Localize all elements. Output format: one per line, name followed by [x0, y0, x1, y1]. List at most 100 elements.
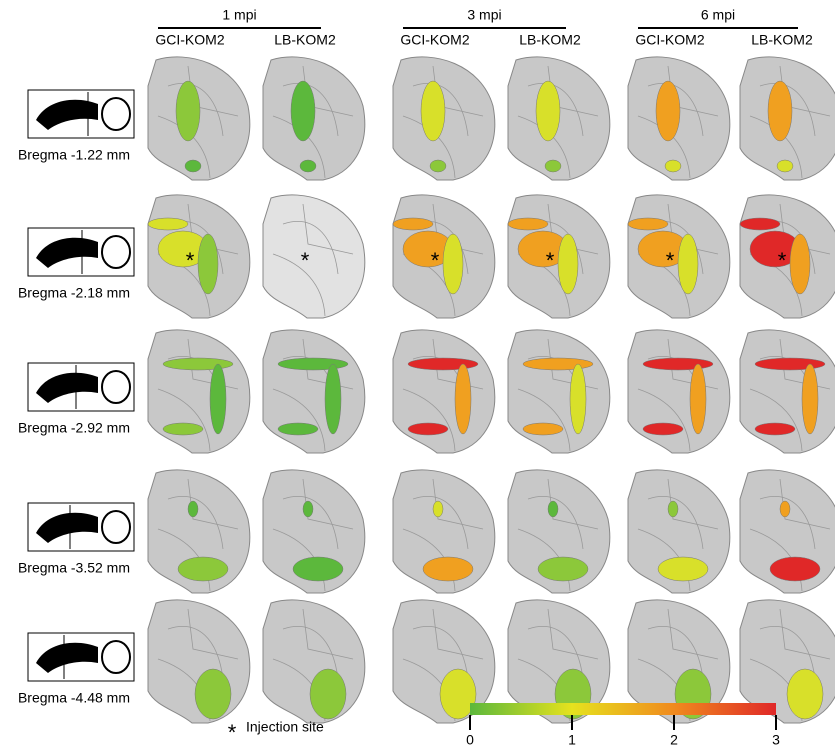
pathology-region	[523, 423, 563, 435]
pathology-region	[408, 358, 478, 370]
brain-section	[628, 470, 730, 593]
pathology-region	[455, 364, 471, 434]
pathology-region	[548, 501, 558, 517]
pathology-region	[291, 81, 315, 141]
group-label: GCI-KOM2	[635, 32, 704, 48]
section-outline	[148, 330, 250, 453]
pathology-region	[293, 557, 343, 581]
brain-section	[148, 600, 250, 723]
pathology-region	[278, 358, 348, 370]
brain-section	[508, 57, 610, 180]
sagittal-thumbnail	[28, 503, 134, 551]
pathology-region	[777, 160, 793, 172]
thumb-cerebellum	[102, 641, 130, 673]
pathology-region	[545, 160, 561, 172]
pathology-region	[185, 160, 201, 172]
pathology-region	[148, 218, 188, 230]
injection-marker: *	[666, 248, 675, 273]
colorbar-tick-label: 0	[466, 732, 474, 748]
sagittal-thumbnail	[28, 363, 134, 411]
pathology-region	[178, 557, 228, 581]
pathology-region	[656, 81, 680, 141]
pathology-region	[787, 669, 823, 719]
figure: 1 mpiGCI-KOM2LB-KOM23 mpiGCI-KOM2LB-KOM2…	[0, 0, 835, 750]
brain-section	[740, 470, 835, 593]
group-label: LB-KOM2	[274, 32, 336, 48]
thumb-cerebellum	[102, 371, 130, 403]
brain-section: *	[740, 195, 835, 318]
brain-section	[263, 470, 365, 593]
pathology-region	[508, 218, 548, 230]
brain-section	[393, 57, 495, 180]
colorbar	[470, 703, 776, 715]
pathology-region	[538, 557, 588, 581]
row-label: Bregma -4.48 mm	[18, 690, 130, 706]
pathology-region	[443, 234, 463, 294]
legend-marker: *	[228, 720, 237, 745]
sagittal-thumbnail	[28, 228, 134, 276]
pathology-region	[755, 358, 825, 370]
section-outline	[263, 195, 365, 318]
pathology-region	[421, 81, 445, 141]
pathology-region	[393, 218, 433, 230]
pathology-region	[195, 669, 231, 719]
pathology-region	[325, 364, 341, 434]
pathology-region	[628, 218, 668, 230]
brain-section: *	[263, 195, 365, 318]
pathology-region	[188, 501, 198, 517]
row-label: Bregma -1.22 mm	[18, 147, 130, 163]
pathology-region	[523, 358, 593, 370]
pathology-region	[163, 358, 233, 370]
section-outline	[263, 330, 365, 453]
brain-section	[628, 330, 730, 453]
brain-section	[508, 470, 610, 593]
sagittal-thumbnail	[28, 90, 134, 138]
pathology-region	[570, 364, 586, 434]
injection-marker: *	[186, 248, 195, 273]
row-label: Bregma -2.92 mm	[18, 420, 130, 436]
brain-section	[508, 330, 610, 453]
injection-marker: *	[301, 248, 310, 273]
brain-section	[148, 470, 250, 593]
group-label: LB-KOM2	[519, 32, 581, 48]
pathology-region	[643, 358, 713, 370]
pathology-region	[740, 218, 780, 230]
pathology-region	[423, 557, 473, 581]
brain-section	[263, 600, 365, 723]
injection-marker: *	[778, 248, 787, 273]
pathology-region	[408, 423, 448, 435]
legend-label: Injection site	[246, 719, 324, 735]
pathology-region	[643, 423, 683, 435]
time-label: 3 mpi	[467, 7, 501, 23]
brain-section: *	[508, 195, 610, 318]
injection-marker: *	[546, 248, 555, 273]
pathology-region	[678, 234, 698, 294]
colorbar-tick-label: 2	[670, 732, 678, 748]
row-label: Bregma -2.18 mm	[18, 285, 130, 301]
brain-section: *	[148, 195, 250, 318]
thumb-cerebellum	[102, 236, 130, 268]
section-outline	[508, 330, 610, 453]
pathology-region	[198, 234, 218, 294]
pathology-region	[536, 81, 560, 141]
group-label: GCI-KOM2	[400, 32, 469, 48]
pathology-region	[690, 364, 706, 434]
thumb-cerebellum	[102, 511, 130, 543]
brain-section	[393, 330, 495, 453]
brain-section: *	[393, 195, 495, 318]
section-outline	[393, 330, 495, 453]
pathology-region	[310, 669, 346, 719]
brain-section: *	[628, 195, 730, 318]
pathology-region	[433, 501, 443, 517]
group-label: LB-KOM2	[751, 32, 813, 48]
brain-section	[148, 57, 250, 180]
pathology-region	[430, 160, 446, 172]
brain-section	[263, 57, 365, 180]
pathology-region	[210, 364, 226, 434]
pathology-region	[300, 160, 316, 172]
pathology-region	[176, 81, 200, 141]
brain-section	[263, 330, 365, 453]
brain-section	[628, 57, 730, 180]
brain-section	[148, 330, 250, 453]
row-label: Bregma -3.52 mm	[18, 560, 130, 576]
